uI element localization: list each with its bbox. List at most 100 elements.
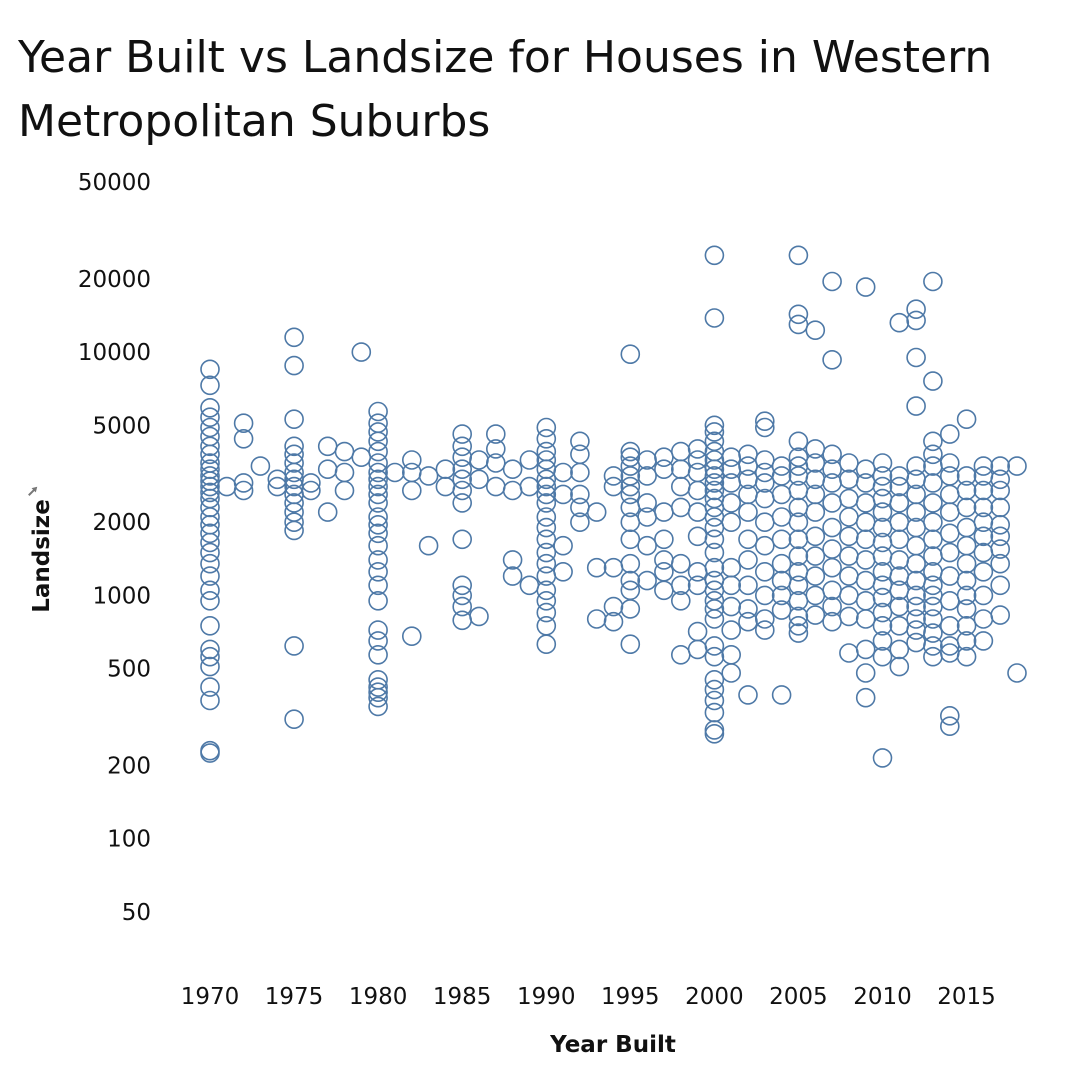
- data-point[interactable]: [704, 415, 725, 436]
- data-point[interactable]: [200, 690, 220, 711]
- data-point[interactable]: [704, 480, 725, 501]
- data-point[interactable]: [956, 480, 977, 501]
- data-point[interactable]: [200, 590, 220, 611]
- data-point[interactable]: [754, 535, 775, 556]
- data-point[interactable]: [368, 590, 388, 611]
- data-point[interactable]: [200, 740, 220, 761]
- data-point[interactable]: [872, 466, 893, 486]
- data-point[interactable]: [654, 550, 674, 570]
- data-point[interactable]: [923, 444, 943, 465]
- data-point[interactable]: [603, 596, 624, 617]
- data-point[interactable]: [553, 535, 573, 556]
- data-point[interactable]: [923, 575, 943, 596]
- data-point[interactable]: [452, 529, 473, 550]
- data-point[interactable]: [839, 453, 859, 473]
- data-point[interactable]: [200, 397, 220, 418]
- data-point[interactable]: [956, 585, 977, 606]
- data-point[interactable]: [620, 599, 641, 619]
- data-point[interactable]: [200, 553, 220, 574]
- data-point[interactable]: [586, 609, 607, 629]
- data-point[interactable]: [553, 484, 573, 505]
- data-point[interactable]: [956, 599, 977, 619]
- data-point[interactable]: [536, 441, 557, 462]
- data-point[interactable]: [401, 480, 422, 501]
- data-point[interactable]: [654, 580, 674, 601]
- data-point[interactable]: [200, 375, 220, 396]
- data-point[interactable]: [771, 456, 792, 476]
- data-point[interactable]: [452, 493, 473, 513]
- data-point[interactable]: [284, 355, 304, 376]
- data-point[interactable]: [721, 620, 742, 640]
- data-point[interactable]: [788, 431, 809, 452]
- data-point[interactable]: [637, 570, 657, 591]
- data-point[interactable]: [956, 497, 977, 518]
- data-point[interactable]: [872, 646, 893, 667]
- data-point[interactable]: [200, 523, 220, 544]
- data-point[interactable]: [553, 462, 573, 483]
- data-point[interactable]: [855, 512, 876, 533]
- data-point[interactable]: [704, 636, 725, 656]
- data-point[interactable]: [687, 439, 708, 459]
- data-point[interactable]: [317, 459, 338, 480]
- data-point[interactable]: [788, 623, 809, 643]
- data-point[interactable]: [536, 493, 557, 513]
- data-point[interactable]: [368, 644, 388, 665]
- data-point[interactable]: [670, 575, 691, 596]
- data-point[interactable]: [822, 539, 842, 559]
- data-point[interactable]: [368, 453, 388, 473]
- data-point[interactable]: [956, 615, 977, 636]
- data-point[interactable]: [536, 484, 557, 505]
- data-point[interactable]: [553, 561, 573, 582]
- data-point[interactable]: [401, 626, 422, 647]
- data-point[interactable]: [704, 646, 725, 667]
- data-point[interactable]: [771, 600, 792, 620]
- data-point[interactable]: [620, 441, 641, 462]
- data-point[interactable]: [889, 596, 910, 617]
- data-point[interactable]: [368, 476, 388, 497]
- data-point[interactable]: [704, 609, 725, 629]
- data-point[interactable]: [973, 609, 994, 629]
- data-point[interactable]: [536, 634, 557, 655]
- data-point[interactable]: [822, 349, 842, 370]
- data-point[interactable]: [721, 575, 742, 596]
- data-point[interactable]: [620, 570, 641, 591]
- data-point[interactable]: [754, 609, 775, 629]
- data-point[interactable]: [973, 526, 994, 547]
- data-point[interactable]: [973, 585, 994, 606]
- data-point[interactable]: [771, 529, 792, 550]
- data-point[interactable]: [805, 566, 826, 586]
- data-point[interactable]: [620, 484, 641, 505]
- data-point[interactable]: [889, 580, 910, 601]
- data-point[interactable]: [267, 469, 288, 490]
- data-point[interactable]: [738, 502, 758, 522]
- data-point[interactable]: [536, 507, 557, 527]
- data-point[interactable]: [368, 682, 388, 703]
- data-point[interactable]: [452, 480, 473, 501]
- data-point[interactable]: [654, 561, 674, 582]
- data-point[interactable]: [822, 557, 842, 578]
- data-point[interactable]: [670, 441, 691, 462]
- data-point[interactable]: [687, 502, 708, 522]
- data-point[interactable]: [754, 585, 775, 606]
- data-point[interactable]: [872, 587, 893, 608]
- data-point[interactable]: [200, 466, 220, 486]
- data-point[interactable]: [570, 431, 590, 452]
- data-point[interactable]: [822, 493, 842, 513]
- data-point[interactable]: [872, 602, 893, 623]
- data-point[interactable]: [687, 526, 708, 547]
- data-point[interactable]: [788, 245, 809, 266]
- data-point[interactable]: [855, 609, 876, 629]
- data-point[interactable]: [721, 644, 742, 665]
- data-point[interactable]: [754, 417, 775, 438]
- data-point[interactable]: [872, 615, 893, 636]
- data-point[interactable]: [603, 557, 624, 578]
- data-point[interactable]: [788, 615, 809, 636]
- data-point[interactable]: [704, 679, 725, 700]
- data-point[interactable]: [805, 526, 826, 547]
- data-point[interactable]: [805, 502, 826, 522]
- data-point[interactable]: [435, 459, 456, 480]
- data-point[interactable]: [956, 553, 977, 574]
- data-point[interactable]: [872, 631, 893, 651]
- data-point[interactable]: [368, 507, 388, 527]
- data-point[interactable]: [721, 557, 742, 578]
